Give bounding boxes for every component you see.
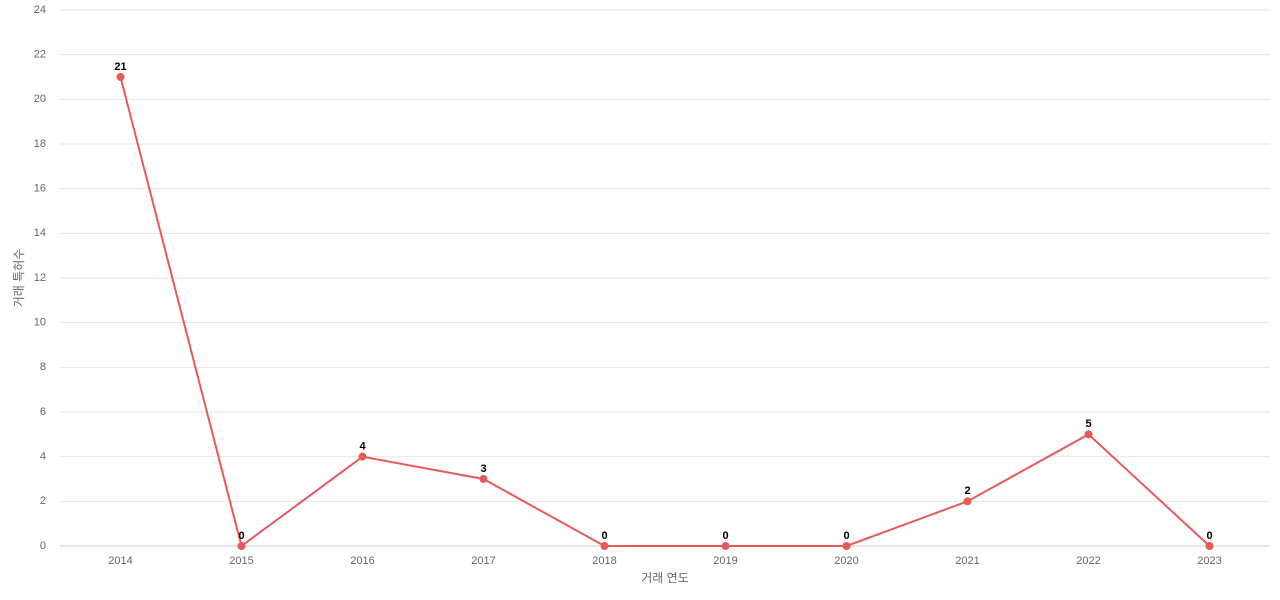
y-tick-label: 14 [34, 227, 46, 239]
line [119, 76, 1211, 548]
value-label: 0 [601, 530, 607, 542]
value-label: 0 [1206, 530, 1212, 542]
point [116, 73, 125, 81]
x-tick-label: 2018 [592, 555, 616, 567]
y-tick-label: 24 [34, 4, 46, 16]
y-tick-label: 4 [40, 451, 46, 463]
value-label: 5 [1085, 418, 1091, 430]
y-tick-label: 8 [40, 361, 46, 373]
point [479, 475, 488, 483]
y-tick-label: 0 [40, 540, 46, 552]
y-tick-label: 16 [34, 183, 46, 195]
x-tick-label: 2020 [834, 555, 858, 567]
point [600, 542, 609, 550]
y-tick-label: 6 [40, 406, 46, 418]
value-label: 2 [964, 485, 970, 497]
x-tick-label: 2021 [955, 555, 979, 567]
point [237, 542, 246, 550]
x-tick-label: 2017 [471, 555, 495, 567]
value-label: 0 [843, 530, 849, 542]
y-axis-title: 거래 특허수 [12, 249, 26, 308]
x-tick-label: 2015 [229, 555, 253, 567]
point [1084, 430, 1093, 439]
value-label: 21 [114, 61, 126, 73]
y-tick-label: 10 [34, 317, 46, 329]
point [1205, 542, 1214, 550]
value-label: 4 [359, 441, 366, 453]
point [721, 542, 730, 550]
value-label: 0 [722, 530, 728, 542]
y-tick-label: 18 [34, 138, 46, 150]
point [963, 497, 972, 506]
value-label: 0 [238, 530, 244, 542]
y-tick-label: 2 [40, 495, 46, 507]
x-tick-label: 2016 [350, 555, 374, 567]
x-tick-label: 2022 [1076, 555, 1100, 567]
y-tick-label: 22 [34, 49, 46, 61]
point [358, 452, 367, 461]
x-axis-title: 거래 연도 [641, 571, 689, 585]
y-tick-label: 20 [34, 93, 46, 105]
x-tick-label: 2023 [1197, 555, 1221, 567]
point [842, 542, 851, 550]
x-tick-label: 2019 [713, 555, 737, 567]
y-tick-label: 12 [34, 272, 46, 284]
x-tick-label: 2014 [108, 555, 132, 567]
value-label: 3 [480, 463, 486, 475]
